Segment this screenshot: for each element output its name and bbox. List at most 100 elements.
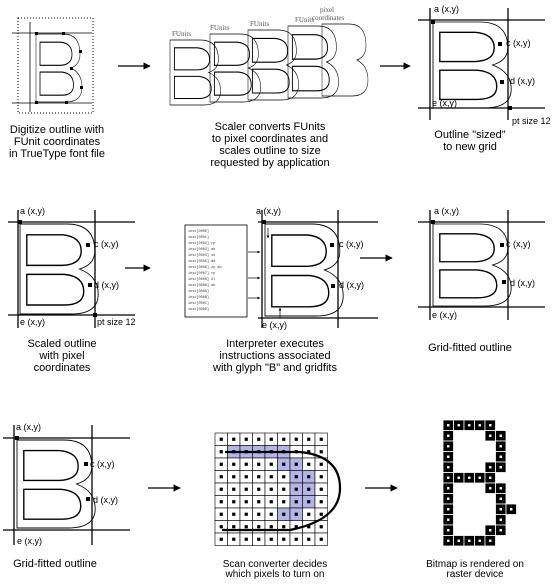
pixel-center-dot	[294, 537, 298, 541]
point-d-label-2: d (x,y)	[94, 280, 119, 290]
bitmap-pixel-dot	[468, 424, 471, 427]
pixel-center-dot	[319, 437, 323, 441]
pixel-center-dot	[269, 500, 273, 504]
bitmap-pixel-dot	[447, 539, 450, 542]
caption-scaler: Scaler converts FUnits to pixel coordina…	[210, 121, 330, 169]
pixel-center-dot	[269, 475, 273, 479]
panel-scan-converter	[214, 432, 342, 546]
point-a-label-4: a (x,y)	[434, 206, 459, 216]
point-c-label: c (x,y)	[506, 38, 531, 48]
pixel-center-dot	[232, 487, 236, 491]
point-e-label: e (x,y)	[432, 98, 457, 108]
bitmap-pixel-dot	[447, 455, 450, 458]
bitmap-pixel-dot	[489, 539, 492, 542]
caption-bitmap: Bitmap is rendered on raster device	[426, 559, 524, 580]
caption-scaled: Scaled outline with pixel coordinates	[27, 338, 97, 374]
pixel-center-dot	[307, 450, 311, 454]
pixel-center-dot	[244, 537, 248, 541]
point-c-label-5: c (x,y)	[90, 459, 115, 469]
pixel-center-dot	[269, 537, 273, 541]
pixel-center-dot	[307, 437, 311, 441]
pixel-center-dot	[232, 525, 236, 529]
pixel-center-dot	[257, 475, 261, 479]
instruction-line: inst[0004] sh	[188, 253, 215, 258]
pixel-center-dot	[282, 512, 286, 516]
pixel-center-dot	[269, 487, 273, 491]
pixel-center-dot	[319, 475, 323, 479]
pixel-center-dot	[244, 437, 248, 441]
pixel-center-dot	[307, 525, 311, 529]
panel-sized-outline: a (x,y) c (x,y) d (x,y) e (x,y) pt size …	[418, 4, 551, 126]
pixel-center-dot	[294, 437, 298, 441]
funits-label-2: FUnits	[210, 24, 229, 32]
bitmap-pixel-dot	[447, 518, 450, 521]
bitmap-pixel-dot	[489, 487, 492, 490]
pixel-center-dot	[282, 537, 286, 541]
pixel-center-dot	[307, 462, 311, 466]
pixel-center-dot	[282, 437, 286, 441]
bitmap-pixel-dot	[510, 508, 513, 511]
pixel-center-dot	[319, 525, 323, 529]
pixel-center-dot	[232, 512, 236, 516]
point-e-label-3: e (x,y)	[262, 320, 287, 330]
instruction-line: inst[000A]	[188, 289, 209, 294]
bitmap-pixel-dot	[457, 539, 460, 542]
pixel-center-dot	[294, 525, 298, 529]
bitmap-output	[442, 419, 517, 547]
pixel-center-dot	[244, 475, 248, 479]
bitmap-pixel-dot	[447, 487, 450, 490]
instruction-line: inst[000D]	[188, 307, 209, 312]
pixel-center-dot	[232, 437, 236, 441]
pixel-center-dot	[232, 462, 236, 466]
bitmap-pixel-dot	[499, 518, 502, 521]
funits-label-4: FUnits	[295, 16, 314, 24]
pixel-center-dot	[319, 537, 323, 541]
bitmap-pixel-dot	[489, 529, 492, 532]
pixel-center-dot	[282, 487, 286, 491]
point-d-label-4: d (x,y)	[510, 278, 535, 288]
panel-scaler: FUnits FUnits FUnits FUnits pixel coordi…	[169, 6, 369, 106]
pixel-center-dot	[294, 462, 298, 466]
pixel-center-dot	[269, 512, 273, 516]
pixel-center-dot	[319, 500, 323, 504]
bitmap-pixel-dot	[478, 424, 481, 427]
pixel-center-dot	[282, 475, 286, 479]
pixel-center-dot	[244, 512, 248, 516]
bitmap-pixel-dot	[499, 466, 502, 469]
pixel-center-dot	[257, 437, 261, 441]
bitmap-pixel-dot	[499, 445, 502, 448]
bitmap-pixel-dot	[447, 424, 450, 427]
pixel-center-dot	[257, 512, 261, 516]
pixel-center-dot	[294, 500, 298, 504]
pixel-center-dot	[307, 475, 311, 479]
pixel-center-dot	[319, 512, 323, 516]
point-a-label: a (x,y)	[434, 4, 459, 14]
pixel-label: pixel	[320, 6, 334, 14]
pixel-center-dot	[269, 462, 273, 466]
instruction-line: inst[000C]	[188, 301, 209, 306]
pixel-center-dot	[257, 462, 261, 466]
pixel-center-dot	[282, 525, 286, 529]
pixel-center-dot	[219, 525, 223, 529]
bitmap-pixel-dot	[489, 424, 492, 427]
instruction-listing	[184, 224, 248, 318]
point-e-label-5: e (x,y)	[17, 536, 42, 546]
pixel-center-dot	[219, 462, 223, 466]
instruction-line: inst[0001]	[188, 235, 209, 240]
pixel-center-dot	[307, 487, 311, 491]
point-e-label-2: e (x,y)	[20, 317, 45, 327]
panel-scaled-outline: a (x,y) c (x,y) d (x,y) e (x,y) pt size …	[8, 206, 136, 328]
point-d-label: d (x,y)	[510, 76, 535, 86]
point-a-label-5: a (x,y)	[16, 422, 41, 432]
instruction-line: inst[0007] rp	[188, 271, 215, 276]
point-d-label-3: d (x,y)	[339, 280, 364, 290]
bitmap-pixel-dot	[447, 497, 450, 500]
funits-label-1: FUnits	[172, 30, 191, 38]
pixel-center-dot	[319, 487, 323, 491]
pixel-center-dot	[232, 500, 236, 504]
bitmap-pixel-dot	[489, 476, 492, 479]
pixel-center-dot	[319, 450, 323, 454]
pixel-center-dot	[244, 462, 248, 466]
instruction-line: inst[0008] dl	[188, 277, 215, 282]
